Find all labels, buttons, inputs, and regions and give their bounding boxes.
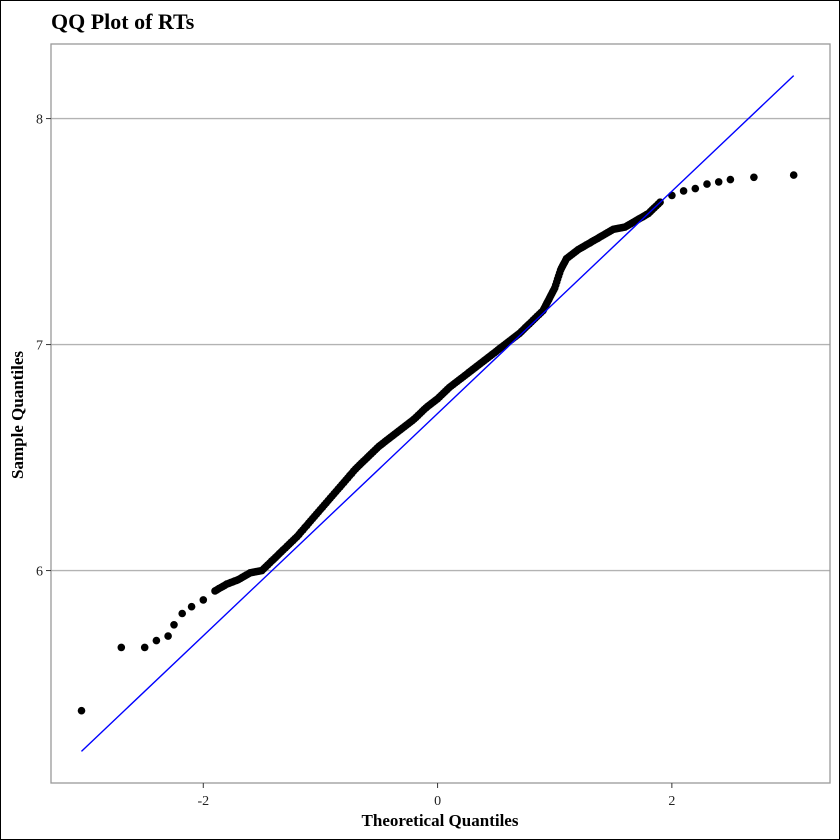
panel-border (50, 43, 831, 784)
data-point (178, 609, 186, 618)
data-point (164, 632, 172, 640)
data-point (714, 178, 723, 186)
data-point (77, 706, 86, 715)
data-point (117, 643, 126, 652)
reference-line (80, 75, 795, 752)
y-tick-label: 6 (36, 565, 43, 580)
chart-title: QQ Plot of RTs (51, 9, 195, 34)
x-tick-label: 0 (434, 794, 441, 809)
data-points (77, 171, 798, 715)
data-point (750, 173, 758, 182)
x-tick-label: -2 (197, 794, 209, 809)
grid-lines (51, 117, 830, 572)
y-tick-label: 7 (36, 339, 43, 354)
data-point (691, 184, 700, 193)
data-point (668, 191, 676, 200)
data-point (726, 175, 735, 184)
data-point (152, 636, 161, 645)
data-point (170, 621, 178, 629)
data-point (679, 187, 688, 195)
x-tick-label: 2 (668, 794, 675, 809)
data-point (789, 171, 798, 179)
data-point (187, 602, 196, 611)
y-tick-label: 8 (36, 113, 43, 128)
axis-ticks: 6 7 8 -2 0 2 (36, 113, 675, 809)
data-point (199, 596, 208, 604)
data-point (140, 643, 149, 652)
data-point (703, 180, 711, 188)
x-axis-label: Theoretical Quantiles (362, 811, 519, 830)
y-axis-label: Sample Quantiles (8, 351, 27, 479)
